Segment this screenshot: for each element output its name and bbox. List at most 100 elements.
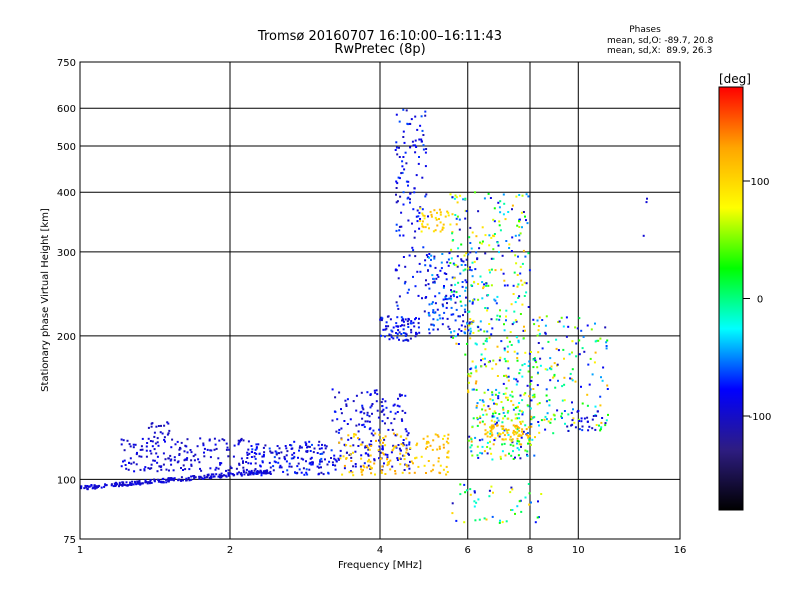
data-point: [502, 406, 505, 409]
data-point: [375, 400, 378, 403]
data-point: [398, 146, 400, 149]
data-point: [294, 472, 297, 474]
data-point: [474, 436, 477, 439]
data-point: [580, 385, 582, 388]
data-point: [544, 331, 547, 334]
data-point: [387, 428, 390, 431]
data-point: [471, 426, 474, 429]
data-point: [475, 370, 478, 373]
data-point: [519, 421, 522, 423]
data-point: [440, 261, 443, 264]
data-point: [510, 440, 513, 443]
data-point: [545, 315, 548, 318]
data-point: [417, 326, 420, 329]
data-point: [154, 442, 157, 445]
data-point: [83, 487, 86, 490]
data-point: [149, 480, 152, 483]
data-point: [510, 250, 513, 252]
data-point: [512, 429, 515, 432]
data-point: [594, 351, 597, 354]
data-point: [549, 421, 552, 424]
data-point: [445, 465, 448, 468]
data-point: [283, 457, 286, 460]
data-point: [334, 396, 337, 399]
data-point: [464, 268, 467, 271]
data-point: [404, 411, 407, 414]
data-point: [432, 309, 435, 312]
data-point: [399, 325, 402, 328]
data-point: [478, 518, 481, 521]
data-point: [113, 482, 116, 485]
data-point: [488, 323, 491, 325]
data-point: [486, 435, 489, 438]
data-point: [242, 469, 245, 472]
data-point: [524, 351, 527, 354]
data-point: [468, 322, 471, 325]
data-point: [508, 247, 511, 249]
data-point: [150, 463, 153, 466]
data-point: [415, 215, 418, 218]
data-point: [475, 404, 478, 407]
data-point: [596, 410, 599, 413]
data-point: [589, 357, 592, 360]
data-point: [260, 472, 263, 475]
data-point: [550, 368, 553, 371]
data-point: [478, 247, 481, 250]
data-point: [521, 420, 524, 423]
data-point: [331, 461, 334, 464]
data-point: [391, 428, 394, 431]
data-point: [430, 213, 433, 216]
data-point: [521, 399, 524, 402]
data-point: [394, 149, 397, 151]
data-point: [454, 194, 457, 197]
data-point: [319, 460, 322, 463]
data-point: [561, 385, 564, 388]
data-point: [153, 431, 156, 434]
data-point: [455, 308, 458, 311]
data-point: [451, 502, 454, 505]
data-point: [333, 454, 336, 457]
data-point: [128, 462, 131, 464]
data-point: [463, 254, 466, 257]
data-point: [402, 203, 405, 206]
data-point: [346, 423, 349, 425]
data-point: [427, 311, 430, 314]
data-point: [463, 521, 466, 524]
data-point: [387, 462, 390, 465]
data-point: [471, 231, 474, 234]
data-point: [414, 230, 417, 233]
data-point: [410, 328, 413, 331]
data-point: [291, 453, 294, 456]
data-point: [450, 284, 453, 287]
data-point: [516, 359, 519, 362]
data-point: [495, 403, 498, 406]
data-point: [496, 424, 499, 427]
data-point: [357, 445, 360, 447]
data-point: [442, 437, 444, 440]
data-point: [168, 429, 171, 432]
data-point: [366, 414, 369, 417]
data-point: [483, 423, 486, 426]
data-point: [278, 457, 281, 460]
data-point: [521, 262, 524, 265]
data-point: [135, 463, 138, 466]
data-point: [464, 289, 467, 292]
data-point: [441, 253, 444, 255]
data-point: [122, 481, 125, 484]
data-point: [436, 308, 439, 311]
data-point: [219, 462, 222, 464]
data-point: [453, 290, 456, 293]
data-point: [402, 130, 405, 133]
data-point: [392, 326, 395, 329]
data-point: [445, 440, 448, 443]
data-point: [358, 438, 361, 441]
data-point: [576, 327, 579, 330]
data-point: [512, 403, 515, 406]
data-point: [520, 434, 523, 437]
data-point: [453, 330, 456, 333]
data-point: [492, 359, 495, 362]
data-point: [505, 374, 508, 377]
data-point: [480, 242, 483, 245]
data-point: [513, 271, 516, 274]
data-point: [149, 479, 152, 482]
